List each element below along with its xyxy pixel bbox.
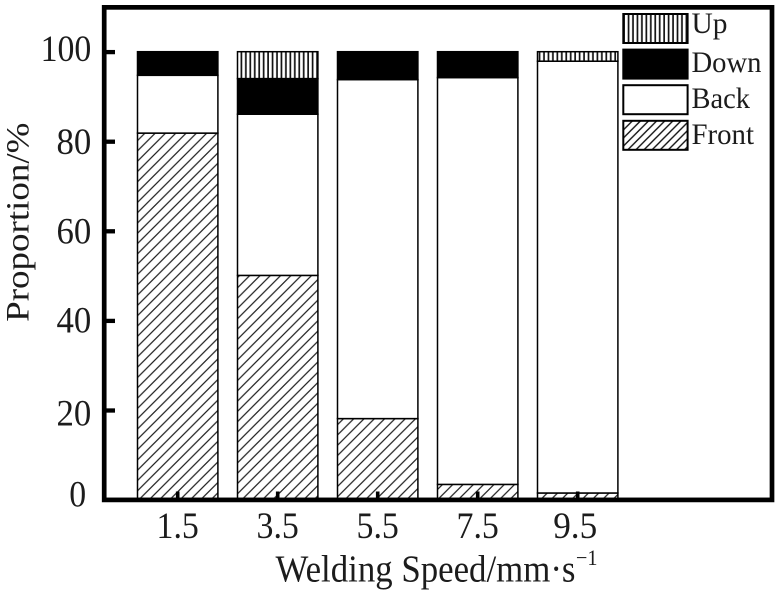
svg-text:7.5: 7.5	[457, 506, 499, 547]
svg-text:0: 0	[69, 475, 86, 516]
svg-text:20: 20	[57, 393, 92, 434]
svg-text:−1: −1	[576, 545, 598, 570]
svg-text:80: 80	[57, 122, 92, 163]
svg-text:1.5: 1.5	[157, 506, 199, 547]
svg-text:Proportion/%: Proportion/%	[0, 123, 36, 322]
svg-text:Up: Up	[692, 7, 728, 40]
svg-text:9.5: 9.5	[553, 506, 597, 547]
svg-text:5.5: 5.5	[357, 506, 399, 547]
svg-text:3.5: 3.5	[257, 506, 299, 547]
svg-text:60: 60	[57, 211, 92, 252]
svg-text:Front: Front	[692, 118, 755, 151]
svg-text:40: 40	[57, 301, 92, 342]
svg-text:Down: Down	[692, 46, 762, 79]
svg-text:100: 100	[41, 29, 92, 70]
svg-text:Back: Back	[692, 82, 751, 115]
svg-text:Welding Speed/mm·s: Welding Speed/mm·s	[276, 549, 576, 591]
